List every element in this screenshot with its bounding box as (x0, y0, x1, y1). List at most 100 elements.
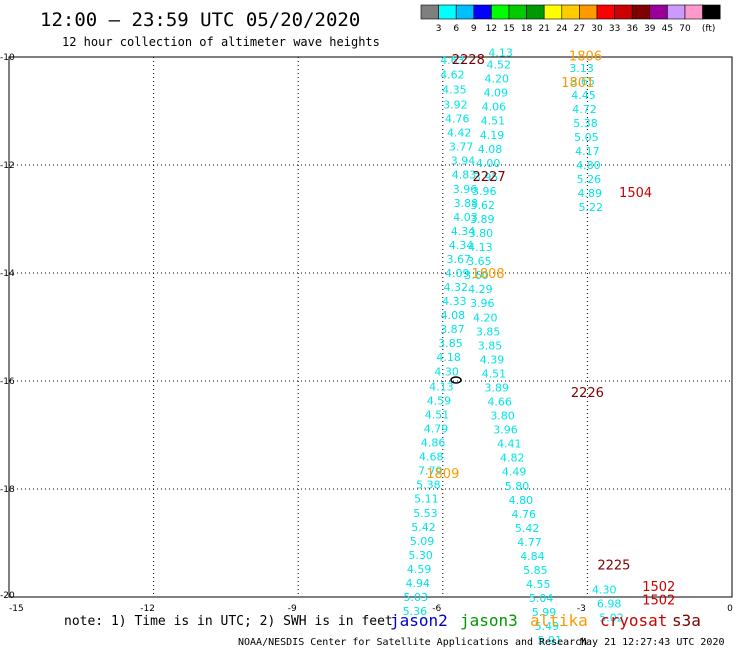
legend-item-cryosat: cryosat (600, 611, 667, 630)
wave-height-label: 4.82 (500, 452, 525, 465)
legend-item-jason3: jason3 (460, 611, 518, 630)
wave-height-label: 4.06 (482, 101, 507, 114)
colorbar-swatch (438, 4, 457, 20)
pass-time-label: 1806 (569, 49, 602, 64)
wave-height-label: 3.77 (449, 141, 474, 154)
x-tick-label: -12 (140, 604, 155, 614)
wave-height-label: 4.76 (512, 508, 537, 521)
wave-height-label: 4.34 (451, 225, 476, 238)
pass-time-labels: 2228 1806 1801 2227 1504 1808 2226 1809 2225 1502… (426, 49, 675, 608)
wave-height-label: 4.79 (424, 423, 449, 436)
colorbar-swatch (614, 4, 633, 20)
colorbar-label: 6 (453, 24, 459, 34)
wave-height-label: 4.63 (440, 54, 465, 67)
wave-height-label: 4.80 (576, 159, 601, 172)
wave-height-points: 4.634.624.353.924.764.423.773.944.833.96… (403, 47, 624, 648)
x-tick-label: -3 (577, 604, 586, 614)
wave-height-label: 4.42 (447, 127, 472, 140)
colorbar-label: 45 (662, 24, 673, 34)
wave-height-label: 3.94 (451, 155, 476, 168)
wave-height-label: 5.05 (574, 131, 599, 144)
wave-height-label: 4.32 (444, 281, 469, 294)
wave-height-label: 4.03 (453, 211, 478, 224)
x-tick-label: -6 (432, 604, 441, 614)
wave-height-label: 4.45 (571, 89, 596, 102)
pass-time-label: 2227 (473, 170, 506, 185)
pass-time-label: 1801 (561, 76, 594, 91)
wave-height-label: 4.59 (407, 563, 432, 576)
wave-height-label: 4.30 (434, 365, 459, 378)
colorbar-label: 39 (644, 24, 656, 34)
wave-height-label: 3.92 (443, 99, 468, 112)
wave-height-label: 5.22 (579, 201, 604, 214)
colorbar: 3 6 9 12 15 18 21 24 27 30 33 36 39 45 70 (ft) (420, 4, 721, 34)
colorbar-swatch (684, 4, 703, 20)
wave-height-label: 4.84 (520, 550, 545, 563)
wave-height-label: 3.96 (472, 185, 497, 198)
wave-height-label: 5.30 (408, 549, 433, 562)
pass-time-label: 1808 (472, 267, 505, 282)
wave-height-label: 5.53 (413, 507, 438, 520)
wave-height-label: 4.13 (429, 380, 454, 393)
wave-height-label: 6.98 (597, 597, 622, 610)
colorbar-label: 18 (521, 24, 533, 34)
wave-height-label: 5.49 (535, 620, 560, 633)
colorbar-swatch (420, 4, 439, 20)
y-tick-label: -10 (0, 53, 15, 63)
wave-height-label: 5.09 (410, 535, 435, 548)
wave-height-label: 4.51 (481, 115, 506, 128)
wave-height-label: 5.99 (532, 606, 557, 619)
colorbar-label: 3 (436, 24, 442, 34)
colorbar-swatch (491, 4, 510, 20)
pass-time-label: 1502 (642, 594, 675, 609)
colorbar-swatch (508, 4, 527, 20)
wave-height-label: 4.77 (517, 536, 542, 549)
colorbar-label: 9 (471, 24, 477, 34)
wave-height-label: 4.89 (578, 187, 603, 200)
legend: jason2 jason3 altika cryosat s3a (390, 611, 701, 630)
wave-height-label: 5.91 (538, 634, 563, 647)
colorbar-label: 70 (679, 24, 691, 34)
colorbar-label: 30 (591, 24, 603, 34)
colorbar-swatch (473, 4, 492, 20)
wave-height-label: 5.36 (403, 605, 428, 618)
wave-height-label: 4.59 (427, 394, 452, 407)
wave-height-label: 4.76 (445, 113, 470, 126)
y-tick-label: -20 (0, 591, 15, 601)
y-tick-label: -18 (0, 485, 15, 495)
wave-height-label: 4.66 (487, 396, 512, 409)
colorbar-swatch (455, 4, 475, 20)
legend-item-s3a: s3a (672, 611, 701, 630)
wave-height-label: 4.08 (478, 143, 503, 156)
wave-height-label: 4.72 (572, 103, 597, 116)
wave-height-label: 4.34 (449, 239, 474, 252)
x-tick-label: -9 (288, 604, 297, 614)
wave-height-label: 4.68 (419, 451, 444, 464)
wave-height-label: 4.52 (486, 59, 511, 72)
wave-height-label: 4.86 (421, 437, 446, 450)
wave-height-label: 4.35 (442, 83, 467, 96)
colorbar-swatch (631, 4, 651, 20)
x-tick-label: 0 (727, 604, 733, 614)
colorbar-label: 21 (538, 24, 549, 34)
wave-height-label: 5.03 (404, 591, 429, 604)
wave-height-label: 4.09 (445, 267, 470, 280)
wave-height-label: 3.80 (469, 227, 494, 240)
colorbar-label: 15 (503, 24, 514, 34)
colorbar-swatch (667, 4, 686, 20)
wave-height-label: 3.85 (476, 325, 501, 338)
wave-height-label: 4.51 (425, 408, 450, 421)
wave-height-label: 5.38 (416, 479, 441, 492)
wave-height-label: 4.09 (484, 87, 509, 100)
wave-height-label: 4.20 (485, 73, 510, 86)
wave-height-label: 4.51 (482, 367, 507, 380)
colorbar-label: 24 (556, 24, 568, 34)
colorbar-unit: (ft) (702, 24, 716, 34)
pass-time-label: 1502 (642, 580, 675, 595)
footer-timestamp: May 21 12:27:43 UTC 2020 (580, 637, 725, 648)
chart-title: 12:00 – 23:59 UTC 05/20/2020 (40, 9, 360, 31)
wave-height-label: 4.08 (441, 309, 466, 322)
y-tick-label: -14 (0, 269, 15, 279)
wave-height-label: 3.85 (438, 337, 463, 350)
note-text: note: 1) Time is in UTC; 2) SWH is in fe… (64, 614, 393, 629)
